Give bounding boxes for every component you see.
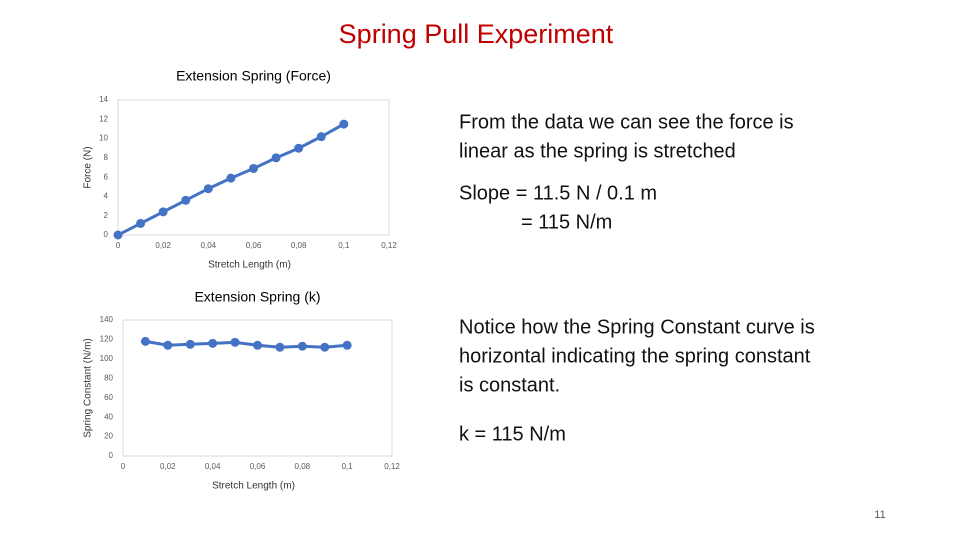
point: [136, 218, 146, 228]
chart-title: Extension Spring (Force): [176, 68, 331, 84]
note-line: linear as the spring is stretched: [459, 140, 736, 162]
y-axis-label: Spring Constant (N/m): [83, 338, 94, 437]
note-line: Notice how the Spring Constant curve is: [459, 316, 815, 338]
note-line: horizontal indicating the spring constan…: [459, 345, 811, 367]
x-tick-label: 0,08: [295, 462, 311, 471]
point: [230, 337, 240, 347]
point: [185, 339, 195, 349]
point: [320, 342, 330, 352]
point: [158, 207, 168, 217]
y-tick-label: 80: [104, 373, 113, 382]
point: [249, 163, 258, 173]
chart-title: Extension Spring (k): [194, 289, 320, 305]
y-tick-label: 0: [104, 230, 109, 239]
x-tick-label: 0,06: [246, 241, 262, 250]
x-tick-label: 0,04: [205, 462, 221, 471]
point: [163, 340, 173, 350]
point: [140, 336, 150, 346]
x-tick-label: 0,12: [381, 241, 397, 250]
plot-area: [117, 99, 390, 236]
x-tick-label: 0,02: [155, 241, 171, 250]
y-axis-label: Force (N): [83, 146, 94, 188]
x-tick-label: 0,1: [338, 241, 350, 250]
x-tick-label: 0: [121, 462, 126, 471]
y-tick-label: 8: [104, 153, 109, 162]
y-tick-label: 14: [99, 95, 108, 104]
point: [253, 340, 262, 350]
y-tick-label: 12: [99, 114, 108, 123]
slope-line: = 115 N/m: [521, 211, 612, 233]
y-tick-label: 0: [109, 451, 114, 460]
point: [294, 143, 304, 153]
slide-title: Spring Pull Experiment: [339, 19, 614, 49]
y-tick-label: 2: [104, 211, 109, 220]
slope-line: Slope = 11.5 N / 0.1 m: [459, 182, 657, 204]
y-tick-label: 40: [104, 412, 113, 421]
x-tick-label: 0,04: [201, 241, 217, 250]
point: [226, 173, 236, 183]
x-axis-label: Stretch Length (m): [208, 260, 291, 271]
y-tick-label: 140: [100, 315, 114, 324]
y-tick-label: 10: [99, 134, 108, 143]
x-tick-label: 0,12: [384, 462, 400, 471]
point: [113, 230, 123, 240]
series-line: [145, 339, 348, 349]
point: [297, 341, 307, 351]
k-line: k = 115 N/m: [459, 423, 566, 445]
x-tick-label: 0: [116, 241, 121, 250]
point: [208, 338, 218, 348]
y-tick-label: 60: [104, 393, 113, 402]
y-tick-label: 120: [100, 335, 114, 344]
x-tick-label: 0,06: [250, 462, 266, 471]
x-tick-label: 0,02: [160, 462, 176, 471]
y-tick-label: 100: [100, 354, 114, 363]
point: [271, 153, 281, 163]
note-line: is constant.: [459, 374, 560, 396]
point: [339, 119, 349, 129]
point: [181, 195, 191, 205]
y-tick-label: 4: [104, 192, 109, 201]
point: [316, 132, 326, 142]
plot-area: [122, 319, 393, 457]
point: [275, 342, 285, 352]
x-tick-label: 0,08: [291, 241, 307, 250]
page-number: 11: [874, 509, 885, 521]
point: [342, 340, 352, 350]
note-line: From the data we can see the force is: [459, 111, 794, 133]
x-axis-label: Stretch Length (m): [212, 481, 295, 492]
point: [203, 184, 213, 194]
x-tick-label: 0,1: [342, 462, 354, 471]
y-tick-label: 20: [104, 432, 113, 441]
y-tick-label: 6: [104, 172, 109, 181]
